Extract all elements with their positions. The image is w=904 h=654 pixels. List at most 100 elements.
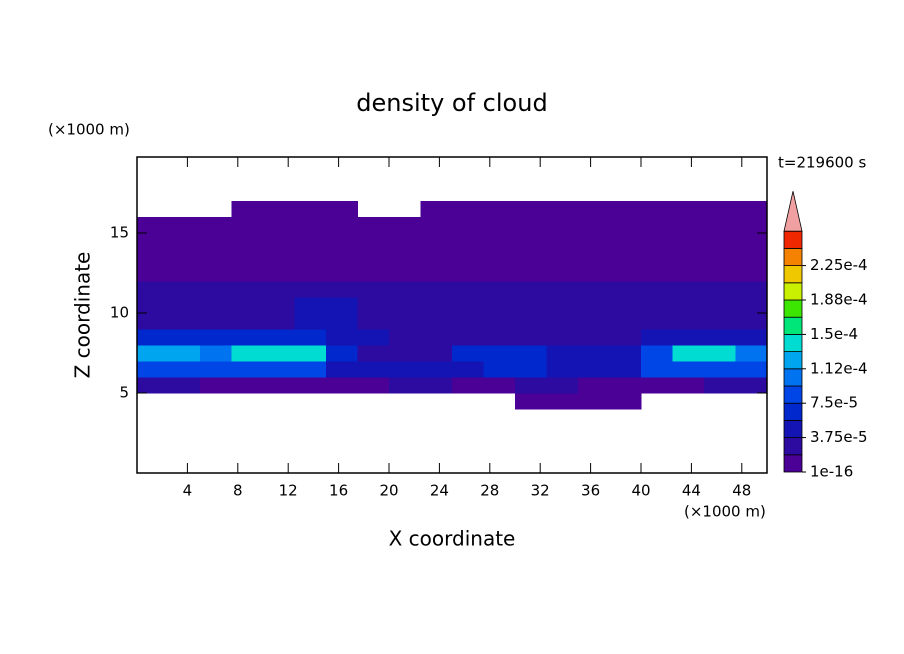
contour-cell bbox=[389, 345, 421, 362]
contour-cell bbox=[231, 265, 264, 282]
contour-cell bbox=[389, 297, 421, 314]
contour-cell bbox=[168, 313, 201, 330]
colorbar-box bbox=[783, 402, 803, 421]
contour-cell bbox=[483, 361, 516, 378]
contour-cell bbox=[168, 217, 201, 234]
contour-cell bbox=[515, 313, 547, 330]
contour-cell bbox=[546, 233, 579, 250]
contour-cell bbox=[231, 201, 264, 218]
contour-cell bbox=[609, 313, 642, 330]
contour-cell bbox=[200, 361, 232, 378]
x-tick-label: 40 bbox=[631, 482, 650, 500]
contour-cell bbox=[420, 297, 453, 314]
contour-cell bbox=[672, 361, 705, 378]
contour-cell bbox=[357, 249, 390, 266]
x-tick-label: 48 bbox=[732, 482, 751, 500]
contour-cell bbox=[263, 377, 295, 394]
contour-cell bbox=[735, 281, 768, 298]
contour-cell bbox=[263, 249, 295, 266]
contour-cell bbox=[389, 377, 421, 394]
contour-cell bbox=[294, 329, 327, 346]
contour-cell bbox=[452, 265, 484, 282]
contour-cell bbox=[231, 233, 264, 250]
contour-cell bbox=[609, 281, 642, 298]
contour-cell bbox=[200, 217, 232, 234]
contour-cell bbox=[200, 265, 232, 282]
x-tick-label: 28 bbox=[480, 482, 499, 500]
contour-cell bbox=[578, 329, 610, 346]
contour-cell bbox=[483, 329, 516, 346]
contour-cell bbox=[326, 217, 358, 234]
contour-cell bbox=[483, 377, 516, 394]
contour-cell bbox=[389, 313, 421, 330]
contour-cell bbox=[263, 281, 295, 298]
contour-cell bbox=[641, 201, 673, 218]
y-tick-label: 5 bbox=[119, 384, 129, 402]
contour-cell bbox=[420, 217, 453, 234]
contour-cell bbox=[294, 217, 327, 234]
contour-cell bbox=[704, 217, 736, 234]
contour-cell bbox=[357, 281, 390, 298]
contour-cell bbox=[420, 345, 453, 362]
contour-cell bbox=[294, 201, 327, 218]
x-tick-label: 44 bbox=[682, 482, 701, 500]
contour-cell bbox=[735, 217, 768, 234]
contour-cell bbox=[735, 313, 768, 330]
contour-cell bbox=[641, 249, 673, 266]
contour-cell bbox=[137, 329, 169, 346]
contour-cell bbox=[578, 361, 610, 378]
contour-cell bbox=[200, 281, 232, 298]
contour-cell bbox=[735, 297, 768, 314]
contour-cell bbox=[357, 313, 390, 330]
contour-cell bbox=[294, 345, 327, 362]
contour-cell bbox=[200, 377, 232, 394]
contour-cell bbox=[641, 265, 673, 282]
contour-cell bbox=[483, 281, 516, 298]
contour-cell bbox=[546, 265, 579, 282]
contour-cell bbox=[294, 281, 327, 298]
colorbar-box bbox=[783, 368, 803, 387]
contour-cell bbox=[672, 377, 705, 394]
contour-cell bbox=[735, 201, 768, 218]
contour-cell bbox=[515, 377, 547, 394]
contour-cell bbox=[231, 377, 264, 394]
contour-cell bbox=[704, 313, 736, 330]
contour-cell bbox=[546, 329, 579, 346]
contour-cell bbox=[672, 345, 705, 362]
contour-cell bbox=[515, 361, 547, 378]
contour-cell bbox=[735, 249, 768, 266]
contour-cell bbox=[609, 233, 642, 250]
contour-cell bbox=[420, 233, 453, 250]
x-axis-label: X coordinate bbox=[389, 527, 516, 551]
contour-cell bbox=[515, 329, 547, 346]
contour-cell bbox=[704, 345, 736, 362]
contour-cell bbox=[672, 281, 705, 298]
contour-cell bbox=[641, 297, 673, 314]
contour-cell bbox=[168, 329, 201, 346]
contour-cell bbox=[452, 313, 484, 330]
contour-cell bbox=[672, 233, 705, 250]
contour-cell bbox=[137, 281, 169, 298]
contour-cell bbox=[326, 249, 358, 266]
contour-cell bbox=[641, 217, 673, 234]
contour-cell bbox=[578, 345, 610, 362]
contour-cell bbox=[326, 233, 358, 250]
contour-cell bbox=[578, 313, 610, 330]
contour-cell bbox=[735, 233, 768, 250]
contour-cell bbox=[578, 393, 610, 410]
contour-cell bbox=[515, 297, 547, 314]
contour-cell bbox=[546, 217, 579, 234]
contour-cell bbox=[704, 377, 736, 394]
x-tick-label: 16 bbox=[329, 482, 348, 500]
contour-cell bbox=[641, 313, 673, 330]
contour-cell bbox=[137, 361, 169, 378]
contour-cell bbox=[735, 377, 768, 394]
contour-cell bbox=[483, 313, 516, 330]
contour-cell bbox=[704, 281, 736, 298]
contour-cell bbox=[420, 249, 453, 266]
contour-cell bbox=[546, 201, 579, 218]
contour-cell bbox=[420, 201, 453, 218]
contour-cell bbox=[483, 217, 516, 234]
contour-cell bbox=[294, 361, 327, 378]
contour-cell bbox=[263, 217, 295, 234]
